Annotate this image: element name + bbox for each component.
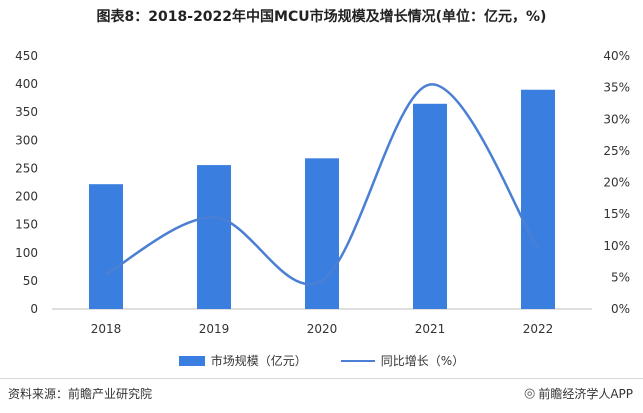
legend-item-line: 同比增长（%） — [340, 352, 465, 369]
y-right-tick-label: 0% — [611, 302, 630, 316]
x-tick-label: 2019 — [199, 322, 230, 336]
y-left-tick-label: 450 — [15, 49, 38, 63]
y-right-tick-label: 20% — [603, 176, 630, 190]
brand: ◎ 前瞻经济学人APP — [524, 385, 633, 402]
y-right-tick-label: 15% — [603, 207, 630, 221]
y-left-axis: 0 50 100 150 200 250 300 350 400 450 — [15, 49, 38, 316]
y-right-tick-label: 5% — [611, 270, 630, 284]
bar — [89, 184, 123, 309]
x-tick-label: 2020 — [307, 322, 338, 336]
y-left-tick-label: 250 — [15, 161, 38, 175]
legend-item-bar: 市场规模（亿元） — [178, 352, 307, 369]
source-note: 资料来源：前瞻产业研究院 — [8, 387, 153, 401]
y-right-tick-label: 40% — [603, 49, 630, 63]
bar — [413, 103, 447, 310]
x-tick-label: 2021 — [415, 322, 446, 336]
y-left-tick-label: 300 — [15, 133, 38, 147]
brand-label: 前瞻经济学人APP — [538, 387, 633, 401]
brand-logo-icon: ◎ — [523, 386, 536, 401]
footer-divider — [0, 378, 643, 379]
y-right-tick-label: 35% — [603, 81, 630, 95]
legend-line-swatch — [340, 359, 375, 362]
y-left-tick-label: 50 — [23, 274, 38, 288]
y-left-tick-label: 100 — [15, 246, 38, 260]
bar — [305, 158, 339, 309]
y-left-tick-label: 350 — [15, 105, 38, 119]
x-axis: 2018 2019 2020 2021 2022 — [91, 322, 554, 336]
chart-title: 图表8：2018-2022年中国MCU市场规模及增长情况(单位：亿元，%) — [96, 9, 547, 25]
y-right-tick-label: 10% — [603, 239, 630, 253]
y-left-tick-label: 150 — [15, 218, 38, 232]
legend: 市场规模（亿元） 同比增长（%） — [0, 352, 643, 369]
y-right-axis: 0% 5% 10% 15% 20% 25% 30% 35% 40% — [603, 49, 630, 316]
y-left-tick-label: 0 — [30, 302, 38, 316]
x-tick-label: 2022 — [523, 322, 554, 336]
y-right-tick-label: 30% — [603, 112, 630, 126]
y-left-tick-label: 200 — [15, 190, 38, 204]
growth-line-series — [105, 83, 540, 286]
y-right-tick-label: 25% — [603, 144, 630, 158]
legend-line-label: 同比增长（%） — [380, 354, 465, 368]
legend-bar-label: 市场规模（亿元） — [210, 354, 307, 368]
y-left-tick-label: 400 — [15, 77, 38, 91]
bar-series — [89, 89, 555, 310]
x-tick-label: 2018 — [91, 322, 122, 336]
legend-bar-swatch — [178, 355, 205, 366]
bar — [197, 165, 231, 309]
bar — [521, 89, 555, 309]
